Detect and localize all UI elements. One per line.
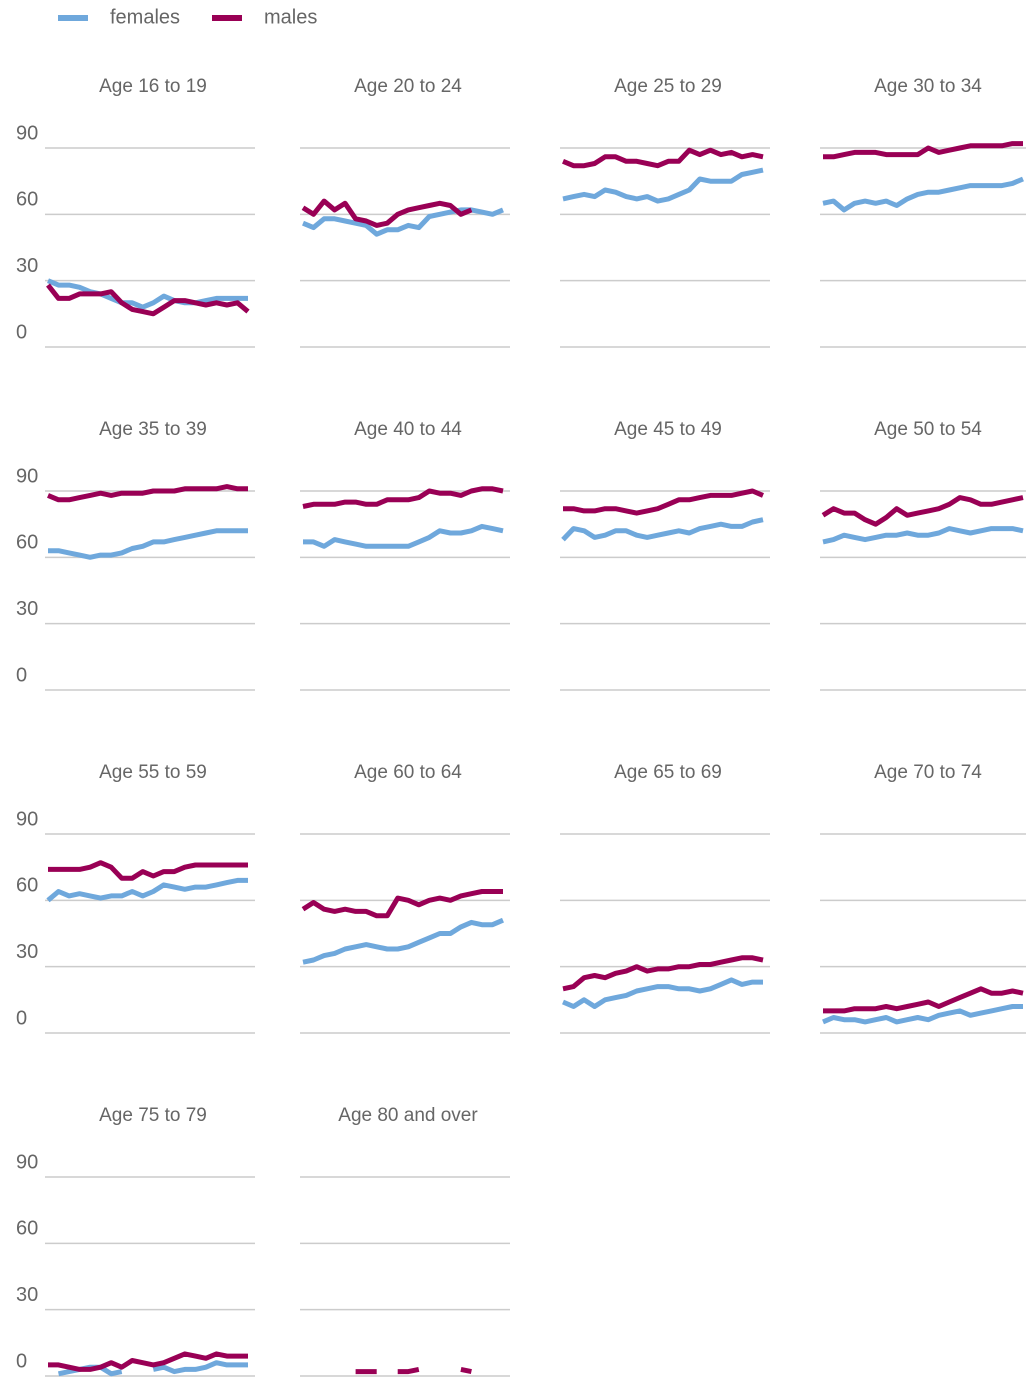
series-line <box>563 488 764 516</box>
series-line <box>48 860 248 881</box>
y-tick-label: 90 <box>16 808 38 830</box>
series-line <box>48 528 248 560</box>
legend-label: males <box>264 6 317 28</box>
y-tick-label: 90 <box>16 465 38 487</box>
series-line <box>823 986 1024 1014</box>
y-tick-label: 30 <box>16 941 38 963</box>
y-tick-label: 60 <box>16 189 38 211</box>
series-line <box>821 495 1024 527</box>
series-line <box>822 176 1024 213</box>
panel-title: Age 60 to 64 <box>354 762 462 783</box>
panel-title: Age 20 to 24 <box>354 76 462 97</box>
y-tick-label: 0 <box>16 1007 27 1029</box>
series-line <box>562 977 763 1009</box>
series-line <box>822 526 1024 545</box>
y-tick-label: 60 <box>16 875 38 897</box>
y-tick-label: 90 <box>16 1151 38 1173</box>
panel-title: Age 25 to 29 <box>614 76 722 97</box>
series-line <box>48 1351 248 1372</box>
series-line <box>302 486 504 509</box>
series-line <box>301 198 473 228</box>
series-line <box>562 955 764 992</box>
panel-title: Age 55 to 59 <box>99 762 207 783</box>
legend-label: females <box>110 6 180 28</box>
y-tick-label: 90 <box>16 122 38 144</box>
series-line <box>302 917 504 965</box>
series-line <box>823 141 1023 160</box>
series-line <box>355 1366 472 1375</box>
y-tick-label: 0 <box>16 1350 27 1372</box>
y-tick-label: 0 <box>16 664 27 686</box>
panel-title: Age 75 to 79 <box>99 1105 207 1126</box>
series-line <box>47 278 248 310</box>
series-line <box>301 889 503 919</box>
y-tick-label: 30 <box>16 1284 38 1306</box>
y-tick-label: 0 <box>16 321 27 343</box>
series-line <box>822 1004 1023 1025</box>
series-line <box>562 167 764 204</box>
panel-title: Age 65 to 69 <box>614 762 722 783</box>
series-line <box>562 147 764 169</box>
panel-title: Age 50 to 54 <box>874 419 982 440</box>
panel-title: Age 70 to 74 <box>874 762 982 783</box>
panel-title: Age 16 to 19 <box>99 76 207 97</box>
y-tick-label: 30 <box>16 255 38 277</box>
series-line <box>47 484 248 503</box>
panel-title: Age 45 to 49 <box>614 419 722 440</box>
panel-title: Age 80 and over <box>338 1105 478 1126</box>
y-tick-label: 60 <box>16 532 38 554</box>
y-tick-label: 60 <box>16 1218 38 1240</box>
y-tick-label: 30 <box>16 598 38 620</box>
series-line <box>303 523 504 549</box>
panel-title: Age 35 to 39 <box>99 419 207 440</box>
panel-title: Age 40 to 44 <box>354 419 462 440</box>
series-line <box>46 283 250 317</box>
panel-title: Age 30 to 34 <box>874 76 982 97</box>
series-line <box>561 517 764 542</box>
series-line <box>46 877 248 903</box>
